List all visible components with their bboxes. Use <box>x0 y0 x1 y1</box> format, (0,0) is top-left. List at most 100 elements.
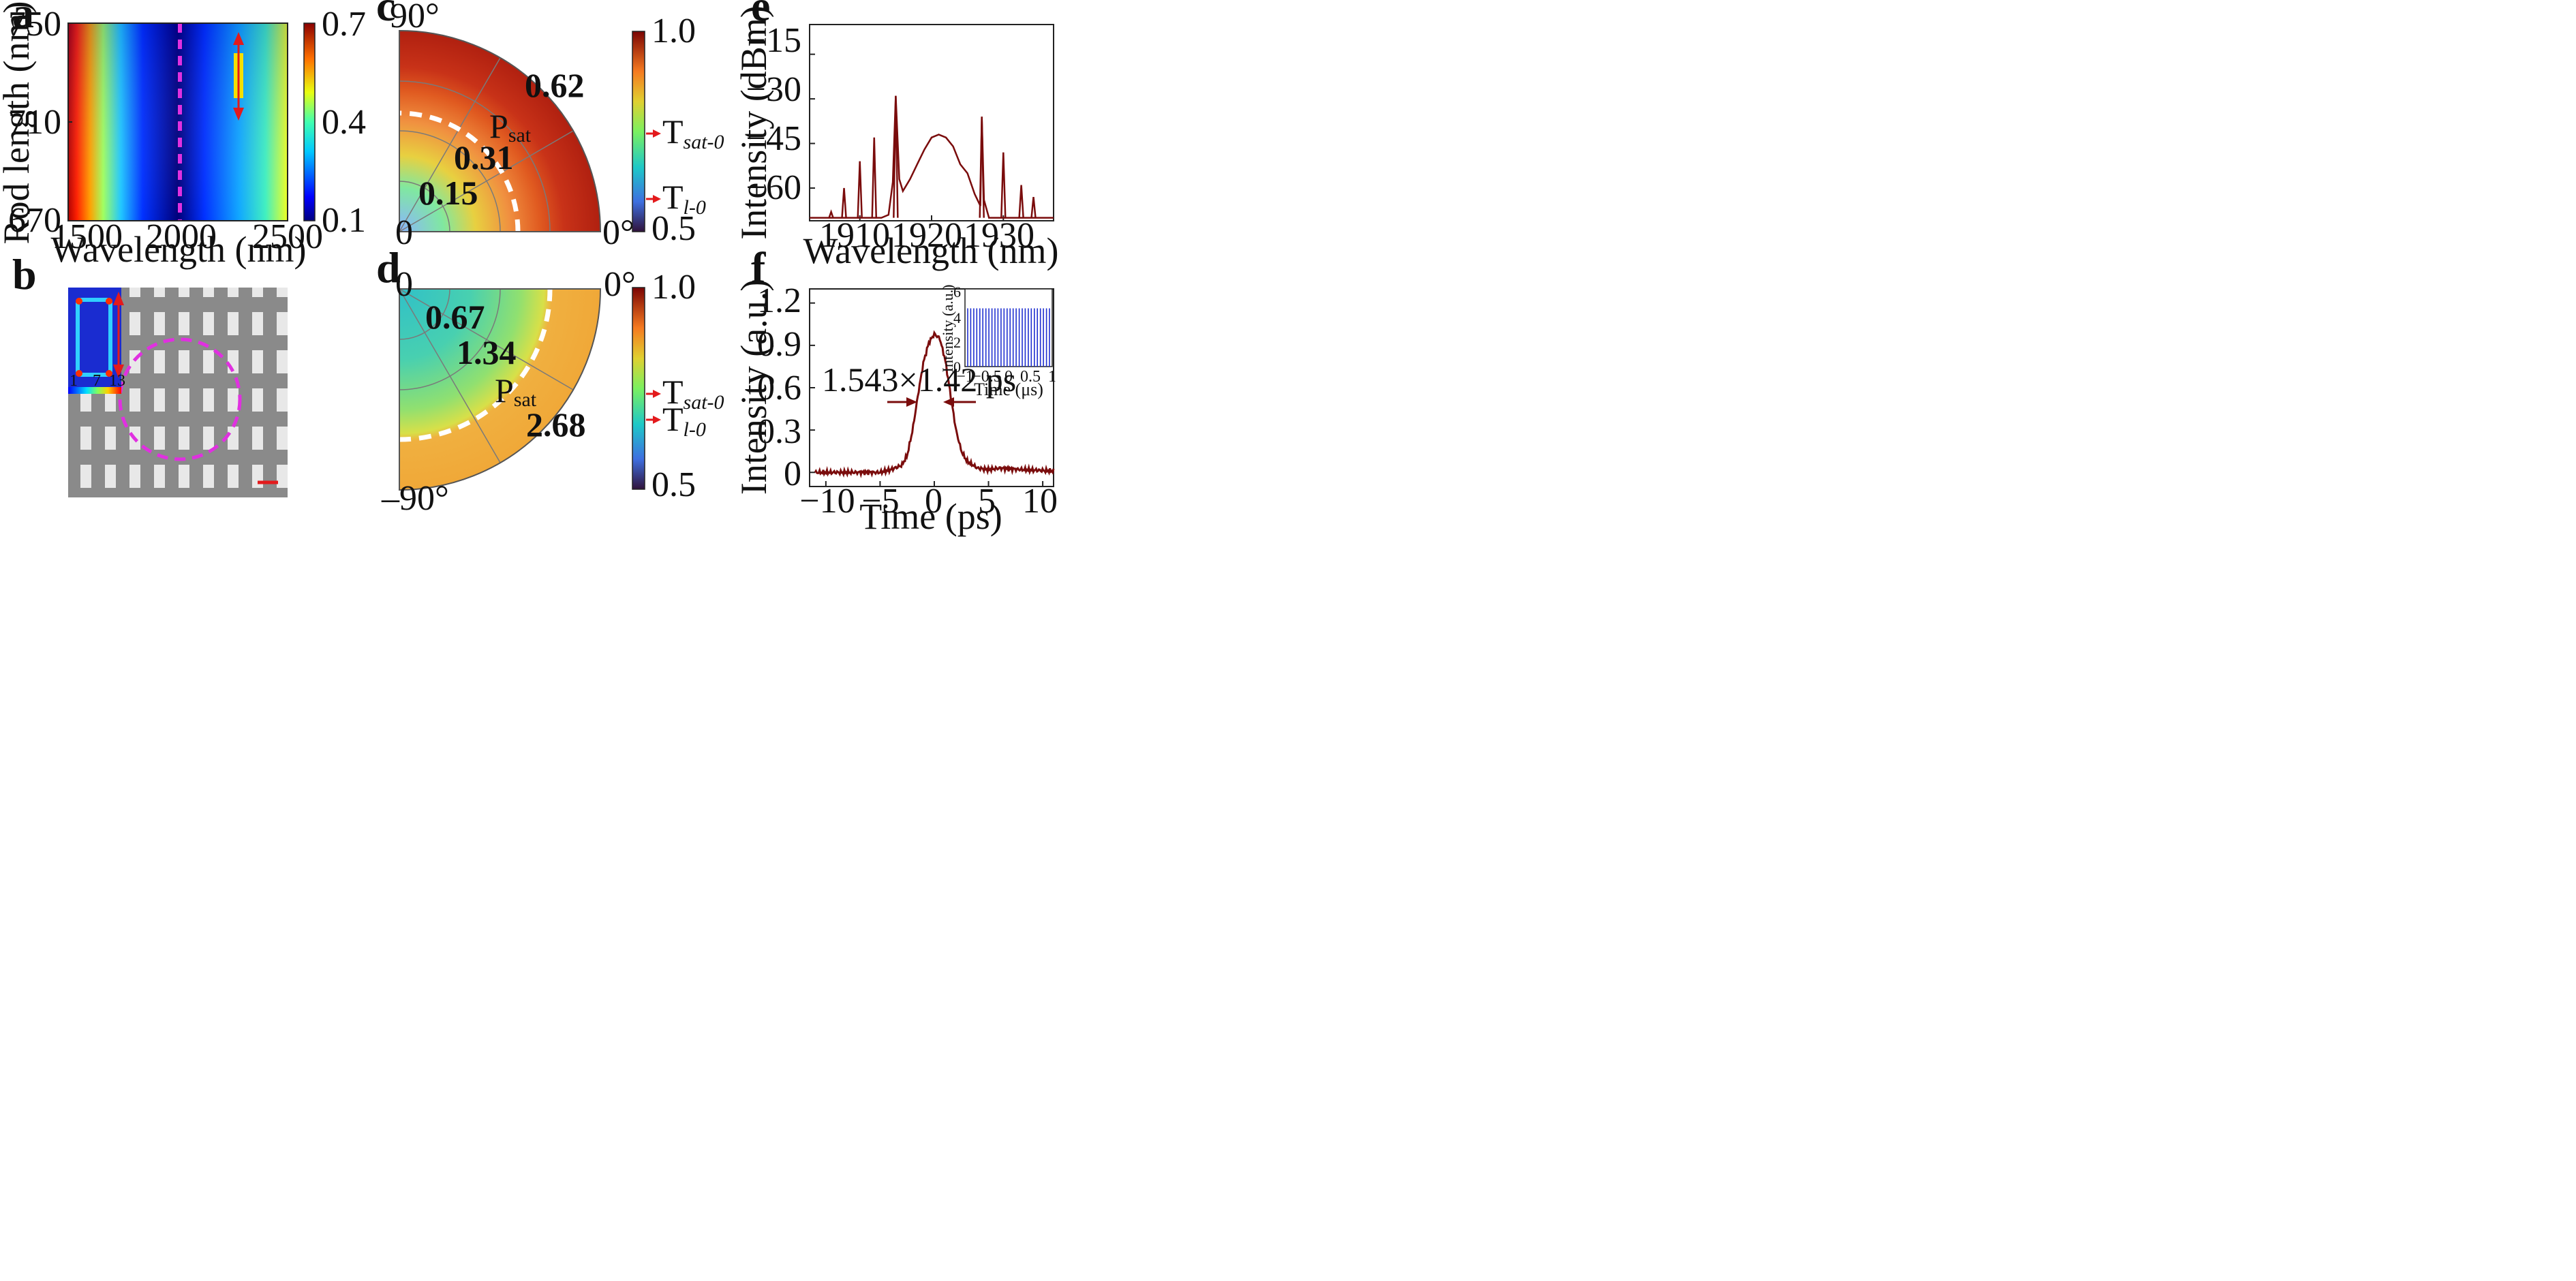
ytick-e-2: −45 <box>746 119 801 158</box>
ring-c-0.62: 0.62 <box>525 66 585 104</box>
cbar-a-tick-0: 0.1 <box>322 201 366 240</box>
ring-d-1.34: 1.34 <box>457 333 517 371</box>
inset-xtick-1: −0.5 <box>972 368 1002 386</box>
cbar-c-top: 1.0 <box>651 12 696 50</box>
inset-colorbar <box>68 387 121 394</box>
ytick-f-0: 0 <box>784 454 801 493</box>
ytick-f-4: 1.2 <box>757 281 801 320</box>
inset-frame <box>964 288 1053 367</box>
arrow-right-icon <box>653 390 661 398</box>
spectrum-peak-6 <box>1000 152 1007 218</box>
inset-xtick-2: 0 <box>1005 368 1013 386</box>
inset-ytick-2: 2 <box>953 334 961 351</box>
ring-c-0.15: 0.15 <box>418 174 478 212</box>
inset-pulses <box>967 308 1050 367</box>
spectrum-peaks <box>828 95 1037 219</box>
inset-ytick-0: 0 <box>953 358 961 375</box>
pulse-autocorrelation-line <box>814 330 1055 478</box>
spectrum-peak-4 <box>893 95 899 218</box>
xtick-e-0: 1910 <box>819 216 890 255</box>
panel-c: c 90° 0 0° 0.15 0.31 0.62 Psat 1.0 0.5 T… <box>376 0 724 252</box>
ytick-e-0: −15 <box>746 21 801 60</box>
inset-ytick-4: 4 <box>953 309 961 326</box>
angle-c-origin: 0 <box>395 213 413 252</box>
marker-c-tl: Tl-0 <box>662 178 706 219</box>
inset-rod-outline <box>76 298 112 377</box>
cbar-d-top: 1.0 <box>651 268 696 307</box>
xlabel-a: Wavelength (nm) <box>50 229 306 270</box>
panel-f: f 1.2 0.9 0.6 0.3 0 −10 −5 0 5 10 Time (… <box>733 243 1058 537</box>
spectrum-line <box>810 95 1054 219</box>
inset-xlabel: Time (μs) <box>974 380 1043 399</box>
panel-label-e: e <box>751 0 770 30</box>
arrow-left-icon <box>943 397 954 407</box>
ylabel-f: Intensity (a.u.) <box>733 279 774 495</box>
ytick-a-2: 750 <box>8 5 61 44</box>
cbar-a-tick-1: 0.4 <box>322 103 366 142</box>
xlabel-e: Wavelength (nm) <box>803 230 1058 271</box>
angle-c-0: 0° <box>602 213 634 252</box>
arrow-up-icon <box>233 32 244 45</box>
xtick-f-3: 5 <box>978 482 996 521</box>
panel-label-b: b <box>12 250 37 298</box>
axes-frame-e <box>809 24 1054 221</box>
colorbar-d <box>632 287 645 490</box>
xtick-f-1: −5 <box>861 482 899 521</box>
polar-map-d <box>399 289 600 490</box>
inset-tick-1: 1 <box>70 372 78 390</box>
psat-label-d: Psat <box>495 371 537 411</box>
ylabel-a: Rod length (nm) <box>0 1 37 245</box>
xlabel-f: Time (ps) <box>859 496 1002 537</box>
xtick-f-0: −10 <box>799 482 855 521</box>
arrow-down-icon <box>113 365 124 378</box>
spectrum-peak-3 <box>871 137 878 218</box>
ytick-e-1: −30 <box>746 70 801 109</box>
inset-xtick-4: 1 <box>1048 368 1056 386</box>
inset-pulse-train: 6 4 2 0 −1 −0.5 0 0.5 1 Time (μs) Intens… <box>939 283 1056 399</box>
xtick-a-2: 2500 <box>252 217 323 256</box>
spectrum-peak-2 <box>857 161 863 218</box>
ring-c-0.31: 0.31 <box>454 138 514 176</box>
arrow-right-icon <box>906 397 917 407</box>
polar-frame-d <box>399 288 602 491</box>
colorbar-c <box>632 31 645 232</box>
xtick-e-1: 1920 <box>891 216 962 255</box>
panel-d: d 0 0° –90° 0.67 1.34 2.68 Psat 1.0 0.5 … <box>376 243 724 518</box>
polar-map-c <box>399 31 600 232</box>
arrow-up-icon <box>113 292 124 305</box>
spectrum-peak-5 <box>979 117 985 218</box>
xtick-a-1: 2000 <box>146 217 217 256</box>
panel-label-a: a <box>12 0 34 37</box>
inset-tick-13: 13 <box>109 372 125 390</box>
ytick-e-3: −60 <box>746 168 801 207</box>
ring-d-2.68: 2.68 <box>526 405 586 444</box>
polar-frame-c <box>399 29 602 232</box>
marker-d-tsat: Tsat-0 <box>662 373 724 414</box>
arrow-right-icon <box>653 129 661 138</box>
marker-d-tl: Tl-0 <box>662 400 706 441</box>
arrow-down-icon <box>233 108 244 121</box>
cbar-d-bottom: 0.5 <box>651 465 696 504</box>
cbar-a-tick-2: 0.7 <box>322 5 366 44</box>
ytick-f-3: 0.9 <box>757 325 801 364</box>
panel-label-d: d <box>376 243 401 292</box>
ticks-e <box>810 53 1005 221</box>
inset-xtick-0: −1 <box>956 368 974 386</box>
inset-xtick-3: 0.5 <box>1020 368 1041 386</box>
spectrum-peak-0 <box>828 209 834 219</box>
panel-label-c: c <box>376 0 395 30</box>
cbar-c-bottom: 0.5 <box>651 209 696 248</box>
ytick-a-1: 710 <box>8 103 61 142</box>
psat-dashed-arc-c <box>399 110 521 232</box>
panel-a: a 670 710 750 1500 2000 2500 Wavelength … <box>0 0 366 270</box>
panel-label-f: f <box>751 243 766 292</box>
ring-d-0.67: 0.67 <box>425 298 485 336</box>
arrow-right-icon <box>653 416 661 424</box>
panel-e: e −15 −30 −45 −60 1910 1920 1930 Wavelen… <box>733 0 1059 271</box>
angle-d-0: 0° <box>604 265 636 304</box>
ytick-f-1: 0.3 <box>757 412 801 451</box>
spectrum-peak-7 <box>1018 185 1024 218</box>
colorbar-a <box>303 22 316 221</box>
inset-ylabel: Intensity (a.u.) <box>939 285 956 373</box>
